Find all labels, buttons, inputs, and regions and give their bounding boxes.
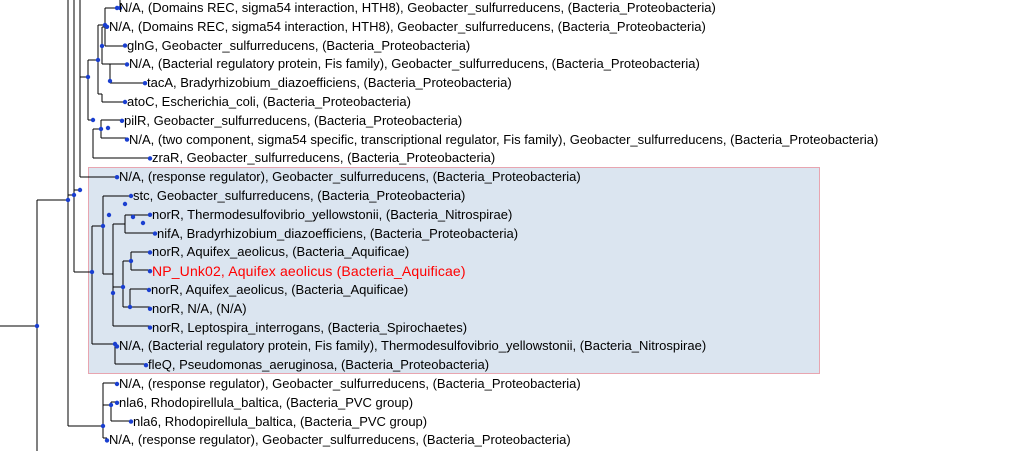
- leaf-tip-18[interactable]: [114, 344, 120, 349]
- leaf-label[interactable]: pilR, Geobacter_sulfurreducens, (Bacteri…: [124, 112, 463, 128]
- query-leaf-label[interactable]: NP_Unk02, Aquifex aeolicus (Bacteria_Aqu…: [152, 263, 466, 280]
- tree-node-s[interactable]: [110, 290, 116, 296]
- tree-node-l[interactable]: [127, 304, 133, 310]
- leaf-tip-4[interactable]: [142, 81, 148, 86]
- leaf-tip-1[interactable]: [104, 24, 110, 29]
- tree-node-pil[interactable]: [98, 126, 104, 132]
- tree-node-st[interactable]: [106, 212, 112, 218]
- leaf-label[interactable]: nifA, Bradyrhizobium_diazoefficiens, (Ba…: [157, 225, 519, 241]
- leaf-tip-21[interactable]: [114, 400, 120, 405]
- leaf-tip-13[interactable]: [147, 250, 153, 255]
- leaf-tip-2[interactable]: [122, 43, 128, 48]
- leaf-tip-15[interactable]: [146, 287, 152, 293]
- tree-node-gG[interactable]: [99, 43, 105, 49]
- tree-node-top[interactable]: [85, 74, 91, 80]
- leaf-tip-11[interactable]: [147, 212, 153, 217]
- tree-node-m[interactable]: [128, 258, 134, 264]
- tree-node-f34[interactable]: [107, 78, 113, 84]
- leaf-tip-0[interactable]: [114, 5, 120, 11]
- leaf-label[interactable]: nla6, Rhodopirellula_baltica, (Bacteria_…: [119, 394, 414, 410]
- leaf-label[interactable]: fleQ, Pseudomonas_aeruginosa, (Bacteria_…: [148, 357, 490, 373]
- tree-node-pn[interactable]: [105, 125, 111, 131]
- leaf-tip-19[interactable]: [143, 363, 149, 368]
- leaf-tip-10[interactable]: [128, 193, 134, 199]
- leaf-label[interactable]: N/A, (response regulator), Geobacter_sul…: [109, 432, 571, 448]
- leaf-label[interactable]: glnG, Geobacter_sulfurreducens, (Bacteri…: [127, 37, 471, 53]
- tree-node-t[interactable]: [120, 284, 126, 290]
- leaf-label[interactable]: zraR, Geobacter_sulfurreducens, (Bacteri…: [152, 150, 496, 166]
- tree-node-a[interactable]: [130, 214, 136, 220]
- tree-node-clade[interactable]: [89, 269, 95, 275]
- leaf-label[interactable]: norR, N/A, (N/A): [152, 300, 247, 316]
- leaf-tip-3[interactable]: [124, 62, 130, 67]
- leaf-tip-14[interactable]: [147, 269, 153, 274]
- leaf-label[interactable]: atoC, Escherichia_coli, (Bacteria_Proteo…: [127, 94, 411, 109]
- highlighted-clade-box: [88, 167, 820, 374]
- leaf-label[interactable]: N/A, (response regulator), Geobacter_sul…: [119, 169, 581, 185]
- tree-node-k[interactable]: [71, 192, 77, 198]
- leaf-tip-22[interactable]: [128, 419, 134, 424]
- leaf-label[interactable]: N/A, (Bacterial regulatory protein, Fis …: [129, 56, 700, 72]
- leaf-tip-16[interactable]: [147, 306, 153, 311]
- leaf-label[interactable]: norR, Aquifex_aeolicus, (Bacteria_Aquifi…: [151, 282, 409, 297]
- leaf-tip-9[interactable]: [114, 175, 120, 180]
- leaf-tip-17[interactable]: [147, 325, 153, 330]
- leaf-tip-6[interactable]: [119, 118, 125, 124]
- leaf-tip-12[interactable]: [152, 231, 158, 236]
- leaf-label[interactable]: N/A, (Bacterial regulatory protein, Fis …: [119, 338, 707, 354]
- leaf-label[interactable]: stc, Geobacter_sulfurreducens, (Bacteria…: [133, 188, 466, 203]
- leaf-label[interactable]: norR, Thermodesulfovibrio_yellowstonii, …: [152, 206, 513, 222]
- leaf-label[interactable]: nla6, Rhodopirellula_baltica, (Bacteria_…: [133, 413, 428, 429]
- leaf-label[interactable]: tacA, Bradyrhizobium_diazoefficiens, (Ba…: [147, 75, 512, 91]
- leaf-label[interactable]: norR, Leptospira_interrogans, (Bacteria_…: [152, 319, 468, 335]
- leaf-label[interactable]: norR, Aquifex_aeolicus, (Bacteria_Aquifi…: [152, 244, 410, 260]
- leaf-label[interactable]: N/A, (response regulator), Geobacter_sul…: [119, 376, 581, 391]
- leaf-tip-7[interactable]: [124, 137, 130, 142]
- leaf-label[interactable]: N/A, (Domains REC, sigma54 interaction, …: [119, 0, 716, 15]
- leaf-label[interactable]: N/A, (Domains REC, sigma54 interaction, …: [109, 18, 706, 34]
- leaf-tip-8[interactable]: [147, 156, 153, 161]
- tree-node-j[interactable]: [77, 187, 83, 193]
- tree-node-nif[interactable]: [122, 201, 128, 207]
- leaf-tip-23[interactable]: [104, 438, 110, 443]
- tree-node-A[interactable]: [95, 57, 101, 63]
- tree-node-bot[interactable]: [100, 423, 106, 429]
- tree-node-B[interactable]: [90, 117, 96, 123]
- leaf-label[interactable]: N/A, (two component, sigma54 specific, t…: [129, 131, 879, 147]
- leaf-tip-20[interactable]: [114, 381, 120, 387]
- tree-node-b[interactable]: [140, 220, 146, 226]
- tree-node-h[interactable]: [100, 223, 106, 229]
- tree-node-r2[interactable]: [65, 197, 71, 203]
- tree-node-mid[interactable]: [108, 402, 114, 408]
- tree-node-root[interactable]: [34, 323, 40, 329]
- leaf-tip-5[interactable]: [122, 99, 128, 105]
